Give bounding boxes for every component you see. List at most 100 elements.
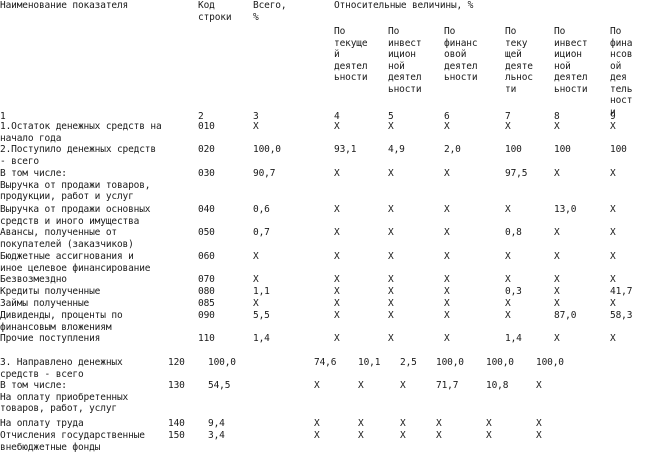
header-relative-values: Относительные величины, % (334, 0, 474, 11)
row-value: 3,4 (208, 430, 225, 441)
row-value: 10,8 (486, 380, 509, 391)
row-value: X (388, 286, 394, 297)
row-value: X (253, 274, 259, 285)
header-sub-column: ти (505, 83, 517, 95)
header-sub-column: ьности (388, 83, 422, 95)
row-value: X (400, 380, 406, 391)
header-sub-column: финанс (444, 37, 478, 49)
header-sub-column: деятел (388, 72, 422, 83)
row-value: 100,0 (436, 357, 464, 368)
header-sub-column: ной (554, 60, 571, 72)
row-value: X (334, 204, 340, 215)
header-sub-column: По (610, 26, 622, 37)
row-value: X (444, 286, 450, 297)
header-sub-column: деятел (334, 60, 368, 72)
row-value: X (486, 430, 492, 441)
row-value: X (358, 430, 364, 441)
row-value: 74,6 (314, 357, 337, 368)
row-code: 030 (198, 168, 215, 179)
header-sub-column: и (610, 106, 616, 118)
row-value: 1,1 (253, 286, 270, 297)
row-value: X (334, 286, 340, 297)
row-value: X (388, 274, 394, 285)
row-value: X (505, 274, 511, 285)
row-value: X (400, 430, 406, 441)
row-value: 100,0 (208, 357, 236, 368)
row-name: средств и иного имущества (0, 215, 140, 227)
column-number: 4 (334, 111, 340, 122)
row-value: X (536, 380, 542, 391)
row-value: X (334, 298, 340, 309)
header-sub-column: ьности (444, 72, 478, 83)
row-value: X (334, 227, 340, 238)
row-name: Отчисления государственные (0, 430, 145, 441)
row-value: X (444, 310, 450, 321)
row-name: Бюджетные ассигнования и (0, 251, 134, 262)
row-code: 010 (198, 121, 215, 132)
row-value: X (444, 333, 450, 344)
row-value: X (388, 204, 394, 215)
row-value: 2,5 (400, 357, 417, 368)
row-value: 100,0 (253, 144, 281, 155)
column-number: 9 (610, 111, 616, 122)
row-value: X (554, 286, 560, 297)
row-value: 87,0 (554, 310, 577, 321)
row-value: X (444, 251, 450, 262)
column-number: 5 (388, 111, 394, 122)
header-sub-column: По (444, 26, 456, 37)
row-value: X (334, 121, 340, 132)
row-code: 020 (198, 144, 215, 155)
row-name: 3. Направлено денежных (0, 357, 123, 368)
row-value: X (610, 204, 616, 215)
header-sub-column: дея (610, 72, 627, 83)
row-value: X (388, 168, 394, 179)
row-value: X (536, 418, 542, 429)
row-value: X (505, 204, 511, 215)
row-value: 0,7 (253, 227, 270, 238)
row-value: 10,1 (358, 357, 381, 368)
row-value: X (444, 204, 450, 215)
header-sub-column: овой (444, 49, 467, 60)
row-value: 58,3 (610, 310, 633, 321)
row-name: Прочие поступления (0, 333, 101, 344)
row-value: X (334, 251, 340, 262)
row-value: 1,4 (253, 333, 270, 344)
column-number: 3 (253, 111, 259, 122)
header-total-percent: % (253, 11, 259, 23)
row-value: X (334, 168, 340, 179)
header-sub-column: теку (505, 37, 528, 49)
header-sub-column: фина (610, 37, 633, 49)
row-value: X (610, 251, 616, 262)
column-number: 1 (0, 111, 6, 122)
row-name: внебюджетные фонды (0, 441, 101, 453)
row-value: X (253, 251, 259, 262)
row-value: X (444, 121, 450, 132)
row-name: На оплату приобретенных (0, 391, 129, 403)
header-indicator-name: Наименование показателя (0, 0, 129, 11)
row-name: начало года (0, 132, 62, 144)
row-name: средств - всего (0, 368, 84, 380)
row-value: X (444, 168, 450, 179)
row-value: 4,9 (388, 144, 405, 155)
row-value: 90,7 (253, 168, 276, 179)
row-value: X (388, 333, 394, 344)
row-value: X (436, 430, 442, 441)
row-value: X (505, 251, 511, 262)
row-value: X (610, 168, 616, 179)
row-value: X (505, 298, 511, 309)
header-sub-column: ой (610, 60, 622, 72)
row-value: 0,3 (505, 286, 522, 297)
row-value: X (444, 298, 450, 309)
row-name: Займы полученные (0, 298, 90, 309)
row-value: X (334, 333, 340, 344)
header-sub-column: льнос (505, 72, 533, 83)
row-code: 150 (168, 430, 185, 441)
row-value: X (314, 380, 320, 391)
row-value: 41,7 (610, 286, 633, 297)
row-code: 070 (198, 274, 215, 285)
row-code: 120 (168, 357, 185, 368)
row-value: X (388, 227, 394, 238)
row-name: 2.Поступило денежных средств (0, 144, 156, 155)
row-value: X (610, 227, 616, 238)
row-name: финансовым вложениям (0, 321, 112, 333)
